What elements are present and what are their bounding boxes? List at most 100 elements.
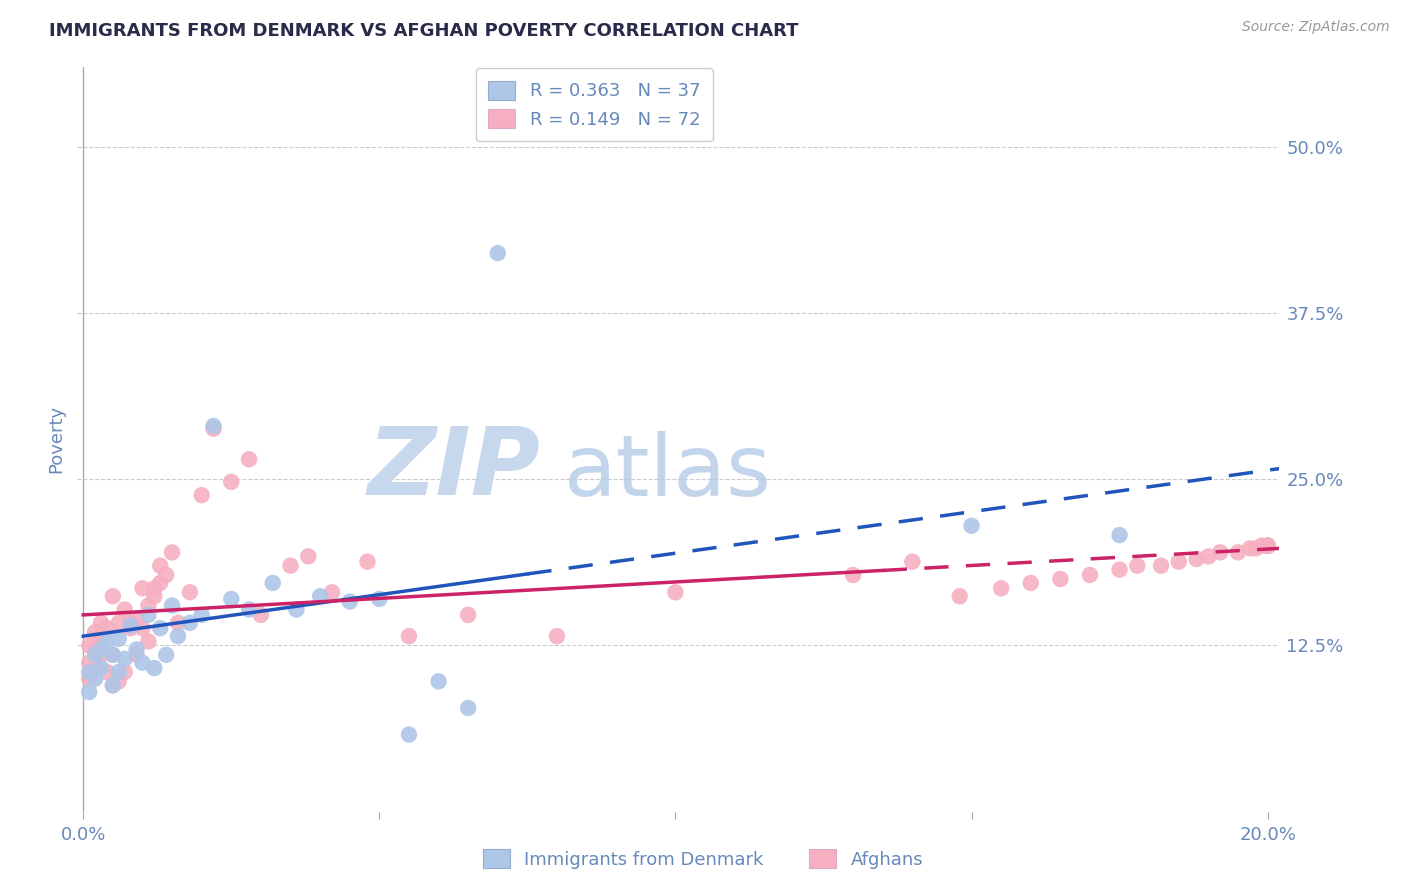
Point — [842, 568, 865, 582]
Point — [309, 589, 332, 603]
Legend: R = 0.363   N = 37, R = 0.149   N = 72: R = 0.363 N = 37, R = 0.149 N = 72 — [475, 69, 713, 142]
Point — [1185, 552, 1208, 566]
Point — [1257, 539, 1279, 553]
Point — [427, 674, 450, 689]
Point — [143, 582, 166, 596]
Point — [143, 589, 166, 603]
Point — [120, 615, 142, 630]
Point — [84, 672, 107, 686]
Point — [398, 728, 420, 742]
Point — [949, 589, 972, 603]
Point — [1150, 558, 1173, 573]
Point — [77, 685, 100, 699]
Point — [1197, 549, 1219, 564]
Point — [90, 629, 112, 643]
Point — [297, 549, 319, 564]
Point — [457, 607, 479, 622]
Point — [457, 701, 479, 715]
Point — [138, 634, 160, 648]
Point — [138, 607, 160, 622]
Legend: Immigrants from Denmark, Afghans: Immigrants from Denmark, Afghans — [475, 842, 931, 876]
Point — [285, 602, 308, 616]
Point — [90, 642, 112, 657]
Point — [101, 678, 124, 692]
Point — [486, 246, 509, 260]
Point — [155, 648, 177, 662]
Point — [101, 648, 124, 662]
Point — [167, 615, 190, 630]
Point — [1126, 558, 1149, 573]
Point — [101, 589, 124, 603]
Point — [149, 621, 172, 635]
Point — [546, 629, 568, 643]
Text: Source: ZipAtlas.com: Source: ZipAtlas.com — [1241, 20, 1389, 34]
Point — [138, 599, 160, 613]
Point — [202, 419, 225, 434]
Point — [1209, 545, 1232, 559]
Point — [238, 602, 260, 616]
Point — [221, 475, 243, 489]
Point — [250, 607, 273, 622]
Point — [190, 488, 212, 502]
Text: IMMIGRANTS FROM DENMARK VS AFGHAN POVERTY CORRELATION CHART: IMMIGRANTS FROM DENMARK VS AFGHAN POVERT… — [49, 22, 799, 40]
Point — [155, 568, 177, 582]
Text: atlas: atlas — [564, 432, 772, 515]
Point — [160, 599, 183, 613]
Point — [77, 656, 100, 670]
Text: ZIP: ZIP — [367, 423, 540, 515]
Point — [101, 678, 124, 692]
Point — [339, 594, 361, 608]
Point — [107, 674, 129, 689]
Point — [1250, 539, 1272, 553]
Point — [1257, 539, 1279, 553]
Point — [120, 621, 142, 635]
Point — [160, 545, 183, 559]
Point — [125, 612, 148, 626]
Point — [125, 648, 148, 662]
Point — [1078, 568, 1101, 582]
Point — [990, 582, 1012, 596]
Point — [84, 642, 107, 657]
Point — [107, 665, 129, 679]
Point — [84, 625, 107, 640]
Point — [149, 558, 172, 573]
Point — [221, 591, 243, 606]
Point — [960, 518, 983, 533]
Point — [125, 642, 148, 657]
Y-axis label: Poverty: Poverty — [48, 405, 66, 474]
Point — [398, 629, 420, 643]
Point — [131, 621, 153, 635]
Point — [202, 422, 225, 436]
Point — [167, 629, 190, 643]
Point — [1239, 541, 1261, 556]
Point — [664, 585, 686, 599]
Point — [1257, 539, 1279, 553]
Point — [1257, 539, 1279, 553]
Point — [114, 652, 136, 666]
Point — [90, 648, 112, 662]
Point — [1167, 555, 1189, 569]
Point — [368, 591, 391, 606]
Point — [238, 452, 260, 467]
Point — [149, 576, 172, 591]
Point — [131, 582, 153, 596]
Point — [84, 648, 107, 662]
Point — [114, 602, 136, 616]
Point — [114, 665, 136, 679]
Point — [131, 656, 153, 670]
Point — [77, 672, 100, 686]
Point — [101, 648, 124, 662]
Point — [179, 615, 201, 630]
Point — [1019, 576, 1042, 591]
Point — [1108, 563, 1130, 577]
Point — [262, 576, 284, 591]
Point — [179, 585, 201, 599]
Point — [190, 607, 212, 622]
Point — [321, 585, 343, 599]
Point — [96, 621, 118, 635]
Point — [1049, 572, 1071, 586]
Point — [107, 615, 129, 630]
Point — [1244, 541, 1267, 556]
Point — [356, 555, 378, 569]
Point — [90, 615, 112, 630]
